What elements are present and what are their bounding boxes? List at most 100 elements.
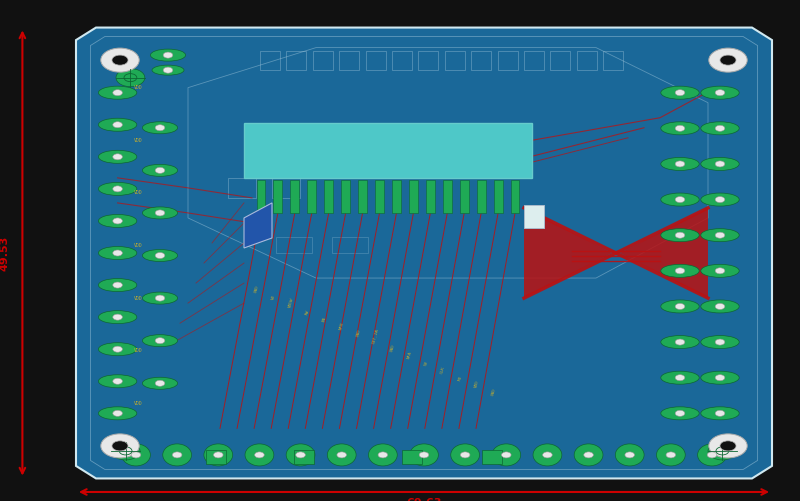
Circle shape [720,55,736,65]
Bar [313,51,333,70]
Polygon shape [620,208,708,298]
Circle shape [625,452,634,458]
Bar [494,180,502,213]
Bar [342,180,350,213]
Ellipse shape [327,444,356,466]
Text: VDD: VDD [134,401,142,406]
Ellipse shape [701,336,739,349]
Circle shape [720,441,736,451]
Ellipse shape [150,49,186,61]
Circle shape [113,122,122,128]
Ellipse shape [162,444,191,466]
Text: OUT_2A: OUT_2A [371,328,379,345]
Bar [550,51,570,70]
Circle shape [378,452,388,458]
Bar [257,180,266,213]
Circle shape [675,304,685,310]
Ellipse shape [98,407,137,420]
Bar [577,51,597,70]
Circle shape [116,69,145,87]
Circle shape [155,380,165,386]
Circle shape [460,452,470,458]
Bar [524,51,544,70]
Circle shape [708,442,737,460]
Circle shape [715,268,725,274]
Text: CLK: CLK [440,365,446,374]
Circle shape [113,282,122,288]
Bar [460,180,469,213]
Text: VDD: VDD [134,190,142,195]
Circle shape [113,90,122,96]
Circle shape [709,48,747,72]
Text: NFA: NFA [406,351,412,359]
Circle shape [675,125,685,131]
Bar [332,162,368,178]
Text: VDD: VDD [134,138,142,143]
Text: VDD: VDD [134,243,142,248]
Ellipse shape [245,444,274,466]
Circle shape [131,452,141,458]
Circle shape [101,48,139,72]
Circle shape [715,375,725,381]
Text: GND: GND [491,387,497,396]
Circle shape [113,218,122,224]
Ellipse shape [152,65,184,75]
Ellipse shape [615,444,644,466]
Bar [276,162,312,178]
Text: GND: GND [254,285,260,293]
Circle shape [155,210,165,216]
Text: MO: MO [458,375,463,381]
Bar [286,51,306,70]
Bar [603,51,623,70]
Text: VDD: VDD [134,348,142,353]
Ellipse shape [701,265,739,278]
Ellipse shape [492,444,521,466]
Ellipse shape [701,371,739,384]
Circle shape [101,434,139,458]
Circle shape [155,338,165,344]
Bar [274,180,282,213]
Ellipse shape [661,371,699,384]
Bar [443,180,452,213]
Circle shape [542,452,552,458]
Text: 49.53: 49.53 [0,235,10,271]
Bar [294,450,314,464]
Ellipse shape [574,444,603,466]
Circle shape [675,161,685,167]
Bar [402,450,422,464]
Circle shape [112,55,128,65]
Polygon shape [244,203,272,248]
Text: 69.63: 69.63 [406,498,442,501]
Bar [409,180,418,213]
Ellipse shape [661,336,699,349]
Circle shape [707,452,717,458]
Ellipse shape [661,122,699,135]
Circle shape [715,410,725,416]
Ellipse shape [698,444,726,466]
Ellipse shape [98,279,137,292]
Circle shape [675,196,685,202]
Ellipse shape [98,214,137,227]
Text: VDD: VDD [474,380,480,389]
Ellipse shape [701,86,739,99]
Circle shape [675,339,685,345]
Ellipse shape [369,444,398,466]
Circle shape [675,375,685,381]
Ellipse shape [204,444,233,466]
Circle shape [296,452,306,458]
Text: VO: VO [271,294,277,301]
Bar [324,180,333,213]
Circle shape [715,304,725,310]
Text: VDD: VDD [134,296,142,301]
Bar [498,51,518,70]
Bar [418,51,438,70]
Circle shape [155,253,165,259]
Circle shape [155,167,165,173]
Text: GND: GND [390,343,395,352]
Text: EN: EN [322,316,327,323]
Circle shape [715,125,725,131]
Circle shape [715,90,725,96]
Text: VDD: VDD [134,85,142,90]
Text: GND: GND [356,329,362,337]
Ellipse shape [122,444,150,466]
